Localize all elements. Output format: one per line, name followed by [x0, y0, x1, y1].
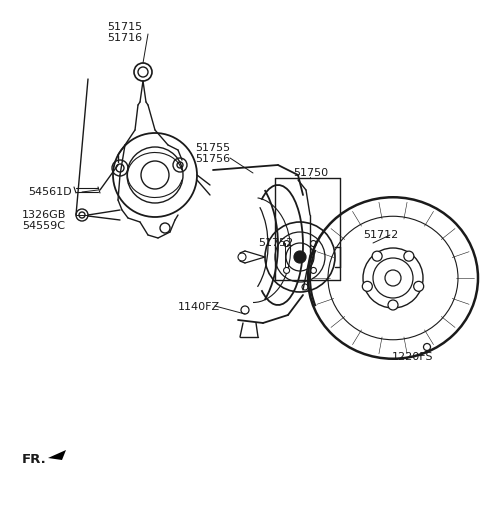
Circle shape — [284, 268, 289, 273]
Text: 54561D: 54561D — [28, 187, 72, 197]
Circle shape — [372, 251, 382, 261]
Circle shape — [311, 240, 316, 246]
Text: 51756: 51756 — [195, 154, 230, 164]
Circle shape — [362, 281, 372, 291]
Circle shape — [294, 251, 306, 263]
Circle shape — [311, 268, 316, 273]
Text: 51712: 51712 — [363, 230, 398, 240]
Text: FR.: FR. — [22, 453, 47, 466]
Text: 51755: 51755 — [195, 143, 230, 153]
Circle shape — [284, 240, 289, 246]
Text: 1326GB: 1326GB — [22, 210, 66, 220]
Polygon shape — [48, 450, 66, 460]
Circle shape — [388, 300, 398, 310]
Circle shape — [404, 251, 414, 261]
Text: 1220FS: 1220FS — [392, 352, 433, 362]
Text: 54559C: 54559C — [22, 221, 65, 231]
Circle shape — [385, 270, 401, 286]
Text: 51752: 51752 — [258, 238, 293, 248]
Text: 51716: 51716 — [107, 33, 142, 43]
Circle shape — [414, 281, 424, 291]
Text: 51750: 51750 — [293, 168, 328, 178]
Text: 51715: 51715 — [107, 22, 142, 32]
Text: 1140FZ: 1140FZ — [178, 302, 220, 312]
